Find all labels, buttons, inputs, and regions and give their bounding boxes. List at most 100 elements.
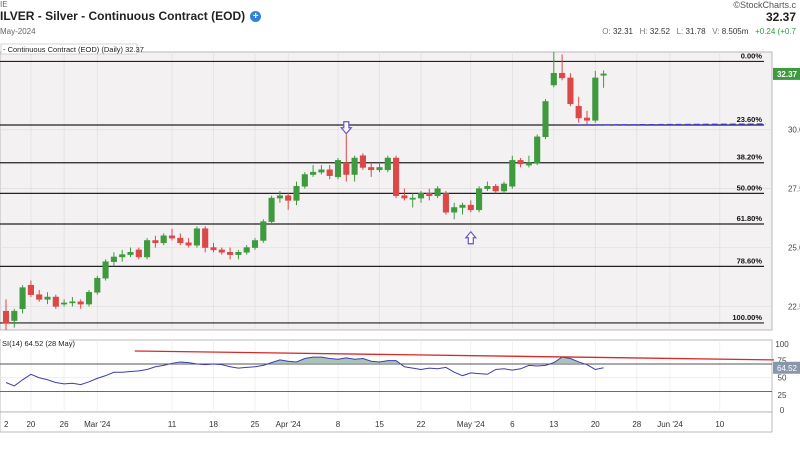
low-value: 31.78 <box>685 27 706 36</box>
candle-body <box>592 77 599 121</box>
symbol-edge-label: IE <box>0 0 8 9</box>
candle-body <box>600 73 607 76</box>
candle-body <box>210 247 217 251</box>
candle-body <box>94 277 101 293</box>
rsi-y-tick-label: 25 <box>778 391 787 400</box>
price-panel <box>0 51 773 331</box>
date-axis-label: 13 <box>549 420 558 429</box>
fib-level-label: 23.60% <box>737 115 763 124</box>
rsi-legend-text: SI(14) 64.52 (28 May) <box>2 339 75 348</box>
fib-level-label: 78.60% <box>737 256 763 265</box>
candle-body <box>52 296 59 307</box>
candle-body <box>583 117 591 121</box>
candle-body <box>542 101 549 138</box>
candle-body <box>2 310 10 324</box>
date-axis-label: Jun '24 <box>657 420 683 429</box>
fib-level-label: 61.80% <box>737 214 763 223</box>
candle-body <box>61 302 68 305</box>
chart-title: ILVER - Silver - Continuous Contract (EO… <box>0 9 262 23</box>
last-price-tag-label: 32.37 <box>777 70 798 79</box>
candle-body <box>318 169 325 173</box>
up-arrow-icon <box>464 230 478 245</box>
date-axis-label: 18 <box>209 420 218 429</box>
candle-body <box>517 160 524 165</box>
candle-body <box>567 77 574 105</box>
candle-body <box>310 171 317 175</box>
candle-body <box>19 287 26 310</box>
candle-body <box>326 169 333 176</box>
target-dashed-line <box>576 123 767 126</box>
candle-body <box>409 197 416 200</box>
candle-body <box>85 292 93 305</box>
candle-body <box>185 242 192 246</box>
date-axis-label: May '24 <box>457 420 485 429</box>
candle-body <box>276 195 283 199</box>
high-value: 32.52 <box>649 27 670 36</box>
candle-body <box>177 237 184 244</box>
rsi-y-tick-label: 0 <box>780 406 785 415</box>
candle-body <box>268 197 275 222</box>
candle-body <box>376 167 383 171</box>
date-axis-label: 26 <box>60 420 69 429</box>
candle-body <box>525 162 532 166</box>
date-axis-label: 11 <box>168 420 177 429</box>
volume-label: V: <box>712 27 720 36</box>
fib-level-label: 50.00% <box>737 183 763 192</box>
date-axis-panel <box>0 411 773 433</box>
high-label: H: <box>639 27 648 36</box>
ohlc-readout: O: 32.31 H: 32.52 L: 31.78 V: 8.505m +0.… <box>602 27 796 36</box>
candle-body <box>484 186 491 189</box>
chart-title-text: ILVER - Silver - Continuous Contract (EO… <box>0 9 246 23</box>
candle-body <box>301 174 308 187</box>
date-axis-label: 8 <box>336 420 341 429</box>
candle-body <box>102 261 109 279</box>
rsi-trend-line <box>134 350 775 361</box>
chart-date: May-2024 <box>0 27 36 36</box>
fib-level-label: 38.20% <box>737 153 763 162</box>
candle-body <box>459 204 466 208</box>
candle-body <box>144 240 151 258</box>
candle-body <box>500 183 508 192</box>
date-axis-label: 6 <box>510 420 515 429</box>
candle-body <box>509 160 516 187</box>
rsi-overbought-fill <box>550 357 583 364</box>
candle-body <box>285 195 292 201</box>
date-axis-label: 25 <box>251 420 260 429</box>
candle-body <box>393 157 400 196</box>
last-price: 32.37 <box>765 10 796 24</box>
candle-body <box>227 252 234 255</box>
candle-body <box>127 252 134 255</box>
candle-body <box>27 284 34 295</box>
candle-body <box>168 235 176 239</box>
candle-body <box>193 228 200 246</box>
low-label: L: <box>676 27 684 36</box>
candle-body <box>251 240 259 248</box>
candle-body <box>467 204 474 211</box>
price-y-tick-label: 22.50 <box>788 302 800 311</box>
rsi-y-tick-label: 75 <box>778 357 787 366</box>
price-y-tick-label: 25.00 <box>788 244 800 253</box>
candle-body <box>119 254 126 258</box>
candle-body <box>492 186 499 192</box>
candle-body <box>368 167 375 171</box>
open-value: 32.31 <box>612 27 633 36</box>
stockcharts-logo: ©StockCharts.c <box>733 0 796 10</box>
candle-body <box>451 207 458 213</box>
down-arrow-icon <box>340 121 353 135</box>
candle-body <box>343 162 350 175</box>
candle-body <box>550 72 557 86</box>
candle-body <box>11 310 18 321</box>
rsi-legend-box <box>1 338 69 348</box>
change-value: +0.24 (+0.7 <box>755 27 796 36</box>
open-label: O: <box>602 27 611 36</box>
rsi-overbought-fill <box>268 357 400 364</box>
candle-body <box>559 72 566 79</box>
rsi-y-tick-label: 100 <box>775 340 789 349</box>
candle-body <box>202 228 209 248</box>
rsi-last-tag-label: 64.52 <box>777 364 798 373</box>
volume-value: 8.505m <box>721 27 749 36</box>
add-plus-icon[interactable]: + <box>250 11 262 22</box>
candle-body <box>135 249 142 258</box>
price-legend-text: - Continuous Contract (EOD) (Daily) 32.3… <box>3 45 144 54</box>
